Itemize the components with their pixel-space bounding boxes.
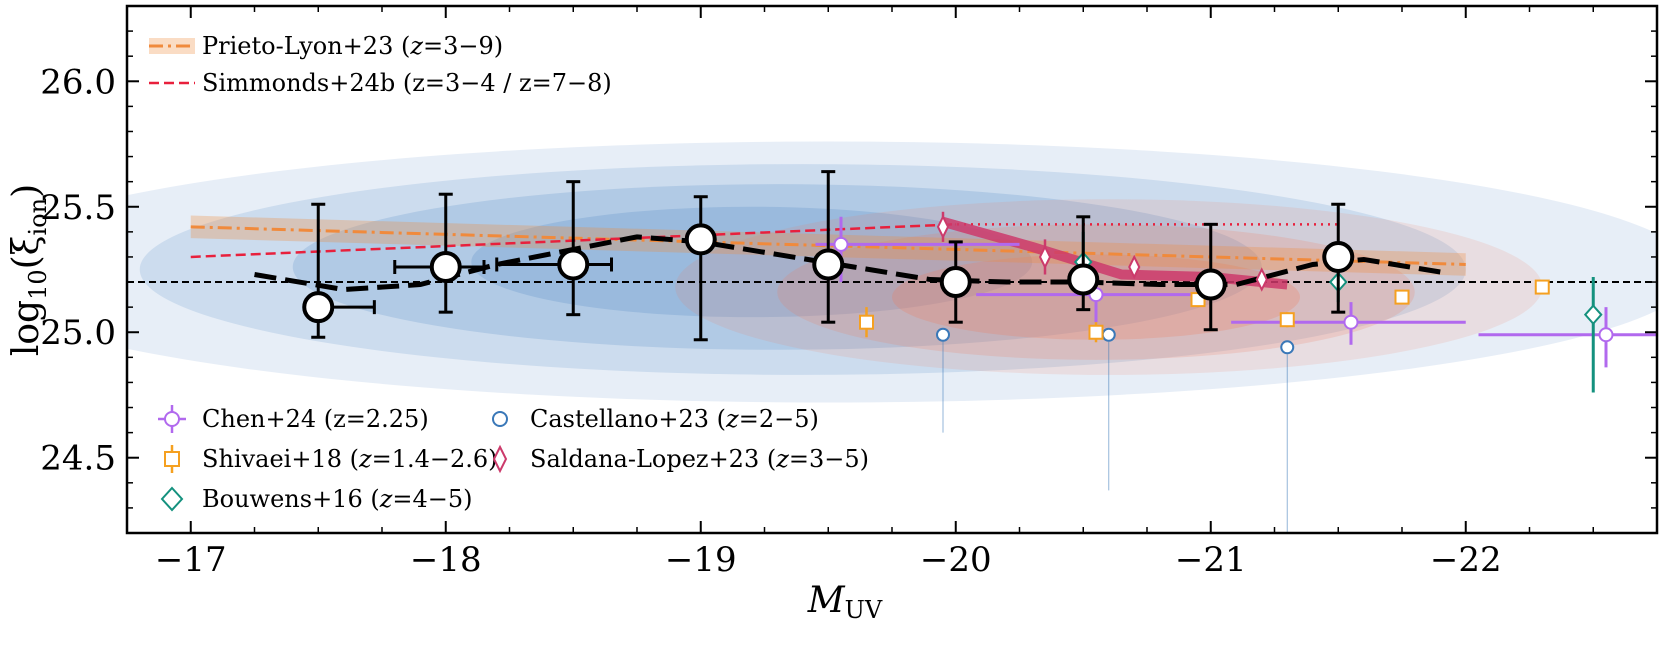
legend-top-label-1: Simmonds+24b (z=3−4 / z=7−8) (202, 69, 612, 97)
x-tick-label-5: −22 (1430, 540, 1502, 580)
blue-contour-3 (471, 206, 1033, 318)
main-point-5 (939, 266, 972, 299)
y-tick-label-2: 25.5 (40, 188, 116, 228)
shivaei-point-5 (1534, 279, 1550, 295)
legend-saldana-marker (492, 444, 508, 474)
bouwens-point-2 (1583, 304, 1603, 326)
main-point-3 (684, 223, 717, 256)
legend-prieto-band (149, 38, 195, 54)
castellano-point-2 (1280, 340, 1295, 355)
castellano-point-0 (936, 327, 950, 342)
chen-point-0 (833, 236, 849, 252)
legend-shivaei-marker (164, 451, 180, 467)
main-point-1 (429, 250, 462, 283)
main-point-4 (812, 248, 845, 281)
shivaei-point-0 (859, 314, 874, 330)
x-axis-title: MUV (807, 580, 883, 624)
shivaei-point-4 (1394, 289, 1410, 305)
legend-bottom-label-2: Bouwens+16 (z=4−5) (202, 485, 472, 513)
legend-bottom: Chen+24 (z=2.25) Shivaei+18 (z=1.4−2.6) Bo… (158, 405, 869, 513)
main-point-6 (1067, 263, 1100, 296)
x-tick-label-2: −19 (665, 540, 737, 580)
saldana-point-3 (1255, 267, 1268, 292)
legend-bottom-label-0: Chen+24 (z=2.25) (202, 405, 429, 433)
main-point-7 (1194, 268, 1227, 301)
y-tick-label-0: 24.5 (40, 439, 116, 479)
main-point-8 (1322, 240, 1355, 273)
main-trend-line (254, 234, 1441, 293)
tick-layer: −17 −18 −19 −20 −21 −22 24.5 25.0 25.5 26.0 (40, 6, 1657, 580)
blue-contour-1 (139, 164, 1466, 375)
x-tick-label-1: −18 (410, 540, 482, 580)
x-tick-label-4: −21 (1175, 540, 1247, 580)
legend-chen-marker (164, 411, 180, 427)
shivaei-point-1 (1088, 324, 1104, 340)
legend-castellano-marker (492, 411, 508, 427)
legend-top: Prieto-Lyon+23 (z=3−9) Simmonds+24b (z=3−… (149, 32, 612, 97)
saldana-point-2 (1128, 254, 1141, 280)
chen-point-3 (1598, 327, 1614, 343)
legend-bouwens-marker (160, 486, 184, 512)
legend-bottom-label-4: Saldana-Lopez+23 (z=3−5) (530, 445, 869, 473)
saldana-point-1 (1038, 244, 1052, 270)
y-axis-title: log10(ξion) (6, 184, 52, 356)
chen-point-2 (1343, 314, 1359, 330)
legend-bottom-label-3: Castellano+23 (z=2−5) (530, 405, 819, 433)
main-point-2 (557, 248, 590, 281)
main-point-0 (302, 291, 335, 324)
blue-contour-0 (127, 141, 1657, 403)
x-tick-label-3: −20 (920, 540, 992, 580)
prieto-line (190, 225, 1466, 266)
legend-top-label-0: Prieto-Lyon+23 (z=3−9) (202, 32, 503, 60)
x-tick-label-0: −17 (155, 540, 227, 580)
legend-bottom-label-1: Shivaei+18 (z=1.4−2.6) (202, 445, 498, 473)
saldana-point-0 (936, 214, 950, 240)
y-tick-label-3: 26.0 (40, 62, 116, 102)
point-layer (302, 170, 1657, 533)
shivaei-point-3 (1279, 312, 1295, 328)
blue-contour-2 (292, 184, 1262, 350)
saldana-band (941, 217, 1288, 290)
y-tick-label-1: 25.0 (40, 313, 116, 353)
castellano-point-1 (1101, 327, 1116, 342)
